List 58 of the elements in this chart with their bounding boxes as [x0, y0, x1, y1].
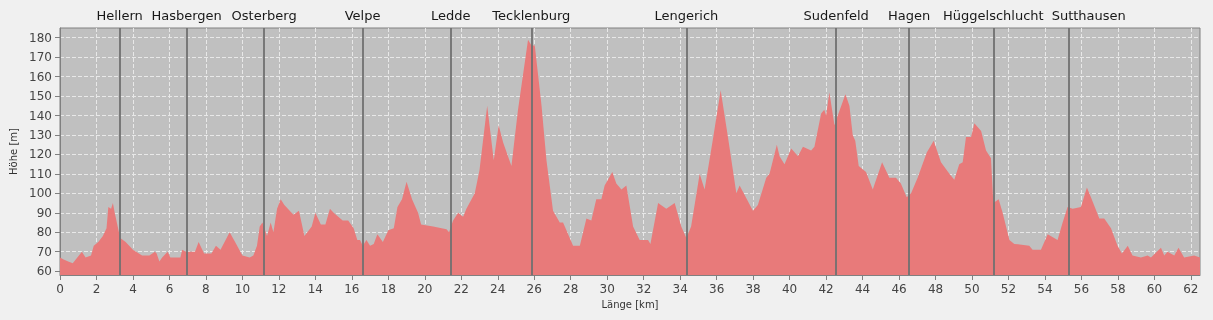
- x-tick-label: 26: [526, 282, 542, 296]
- y-tick-label: 160: [29, 69, 52, 84]
- y-tick-label: 180: [29, 30, 52, 45]
- y-tick-label: 90: [36, 205, 52, 220]
- x-tick-label: 58: [1110, 282, 1126, 296]
- x-tick-label: 56: [1073, 282, 1090, 296]
- x-tick-label: 42: [818, 282, 834, 296]
- x-tick-label: 8: [202, 282, 210, 296]
- x-tick-label: 18: [380, 282, 396, 296]
- x-tick-label: 34: [672, 282, 688, 296]
- ref-line-label: Osterberg: [231, 8, 297, 23]
- x-tick-label: 46: [891, 282, 907, 296]
- x-tick-label: 50: [964, 282, 980, 296]
- y-axis-title: Höhe [m]: [7, 127, 19, 175]
- x-tick-label: 62: [1183, 282, 1199, 296]
- ref-line-label: Sutthausen: [1051, 8, 1126, 23]
- x-tick-label: 6: [165, 282, 174, 296]
- ref-line-label: Ledde: [430, 8, 471, 23]
- y-tick-label: 140: [29, 108, 52, 123]
- y-tick-label: 170: [29, 50, 52, 65]
- y-tick-label: 80: [36, 225, 52, 240]
- x-tick-label: 38: [745, 282, 761, 296]
- x-tick-label: 0: [56, 282, 64, 296]
- x-tick-label: 16: [344, 282, 360, 296]
- y-tick-label: 120: [29, 147, 52, 162]
- x-tick-label: 48: [927, 282, 944, 296]
- ref-line-label: Hüggelschlucht: [943, 8, 1044, 23]
- x-tick-label: 28: [563, 282, 579, 296]
- x-tick-label: 24: [490, 282, 506, 296]
- y-tick-label: 110: [29, 166, 52, 181]
- x-tick-label: 36: [709, 282, 725, 296]
- x-tick-label: 52: [1000, 282, 1017, 296]
- x-tick-label: 60: [1146, 282, 1163, 296]
- x-tick-label: 4: [129, 282, 137, 296]
- x-axis-title: Länge [km]: [601, 299, 659, 311]
- x-tick-label: 2: [92, 282, 101, 296]
- x-tick-label: 22: [453, 282, 469, 296]
- ref-line-label: Velpe: [344, 8, 381, 23]
- y-tick-label: 70: [36, 244, 52, 259]
- x-tick-label: 40: [781, 282, 798, 296]
- x-tick-label: 32: [636, 282, 652, 296]
- x-tick-label: 54: [1037, 282, 1053, 296]
- ref-line-label: Lengerich: [654, 8, 719, 23]
- x-tick-label: 30: [599, 282, 615, 296]
- ref-line-label: Hellern: [96, 8, 143, 23]
- y-tick-label: 100: [29, 186, 52, 201]
- y-tick-label: 60: [36, 264, 52, 279]
- ref-line-label: Hagen: [887, 8, 931, 23]
- x-tick-label: 14: [307, 282, 323, 296]
- x-tick-label: 10: [234, 282, 251, 296]
- x-tick-label: 12: [271, 282, 287, 296]
- y-tick-label: 130: [29, 127, 52, 142]
- ref-line-label: Hasbergen: [151, 8, 222, 23]
- y-tick-label: 150: [29, 89, 52, 104]
- x-tick-label: 20: [417, 282, 433, 296]
- x-tick-label: 44: [854, 282, 871, 296]
- ref-line-label: Tecklenburg: [491, 8, 571, 23]
- ref-line-label: Sudenfeld: [803, 8, 869, 23]
